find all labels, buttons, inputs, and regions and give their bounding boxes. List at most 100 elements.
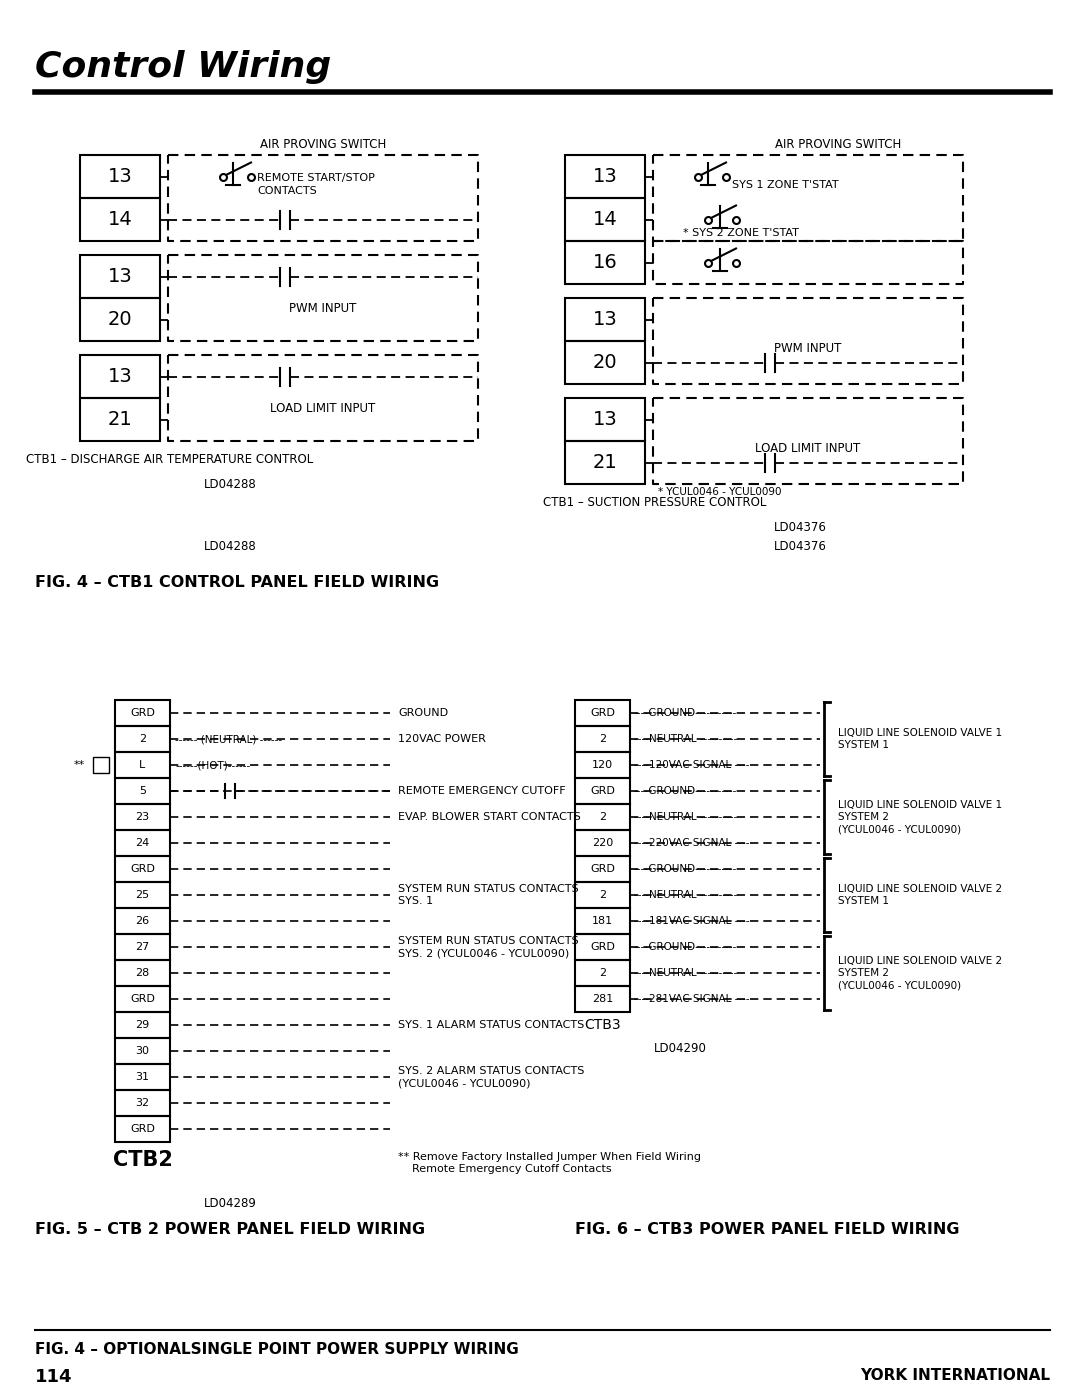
Text: ----181VAC SIGNAL ----: ----181VAC SIGNAL ---- (634, 916, 750, 926)
Text: (YCUL0046 - YCUL0090): (YCUL0046 - YCUL0090) (399, 1078, 530, 1088)
Text: ** Remove Factory Installed Jumper When Field Wiring
    Remote Emergency Cutoff: ** Remove Factory Installed Jumper When … (399, 1153, 701, 1173)
Text: 281: 281 (592, 995, 613, 1004)
Text: CONTACTS: CONTACTS (257, 186, 316, 196)
Text: SYSTEM RUN STATUS CONTACTS: SYSTEM RUN STATUS CONTACTS (399, 936, 579, 946)
Text: 26: 26 (135, 916, 149, 926)
Text: 32: 32 (135, 1098, 149, 1108)
Text: * SYS 2 ZONE T'STAT: * SYS 2 ZONE T'STAT (683, 228, 799, 237)
Text: LD04290: LD04290 (653, 1042, 706, 1055)
Text: LIQUID LINE SOLENOID VALVE 1: LIQUID LINE SOLENOID VALVE 1 (838, 800, 1002, 810)
Text: AIR PROVING SWITCH: AIR PROVING SWITCH (774, 138, 901, 151)
Text: GRD: GRD (590, 787, 615, 796)
Text: GRD: GRD (130, 708, 154, 718)
Text: 30: 30 (135, 1046, 149, 1056)
Text: ----NEUTRAL ----------: ----NEUTRAL ---------- (634, 733, 738, 745)
Text: **: ** (73, 760, 85, 770)
Text: 2: 2 (599, 733, 606, 745)
Text: ----NEUTRAL ----------: ----NEUTRAL ---------- (634, 968, 738, 978)
Text: LD04288: LD04288 (204, 541, 256, 553)
Text: SYSTEM 2: SYSTEM 2 (838, 812, 889, 821)
Text: AIR PROVING SWITCH: AIR PROVING SWITCH (260, 138, 387, 151)
Text: FIG. 4 – CTB1 CONTROL PANEL FIELD WIRING: FIG. 4 – CTB1 CONTROL PANEL FIELD WIRING (35, 576, 440, 590)
Text: (YCUL0046 - YCUL0090): (YCUL0046 - YCUL0090) (838, 824, 961, 834)
Text: LD04376: LD04376 (773, 541, 826, 553)
Text: ----120VAC SIGNAL ----: ----120VAC SIGNAL ---- (634, 760, 750, 770)
Text: L: L (139, 760, 146, 770)
Text: 120VAC POWER: 120VAC POWER (399, 733, 486, 745)
Text: REMOTE EMERGENCY CUTOFF: REMOTE EMERGENCY CUTOFF (399, 787, 566, 796)
Text: SYS. 1 ALARM STATUS CONTACTS: SYS. 1 ALARM STATUS CONTACTS (399, 1020, 584, 1030)
Text: ----GROUND-----------: ----GROUND----------- (634, 863, 738, 875)
Text: 13: 13 (593, 310, 618, 330)
Text: 23: 23 (135, 812, 149, 821)
Text: LIQUID LINE SOLENOID VALVE 2: LIQUID LINE SOLENOID VALVE 2 (838, 956, 1002, 965)
Text: 25: 25 (135, 890, 149, 900)
Text: LIQUID LINE SOLENOID VALVE 2: LIQUID LINE SOLENOID VALVE 2 (838, 884, 1002, 894)
Text: ----NEUTRAL ----------: ----NEUTRAL ---------- (634, 890, 738, 900)
Text: CTB2: CTB2 (112, 1150, 173, 1171)
Text: 2: 2 (599, 968, 606, 978)
Text: ----NEUTRAL ----------: ----NEUTRAL ---------- (634, 812, 738, 821)
Text: 181: 181 (592, 916, 613, 926)
Text: ------(HOT)------: ------(HOT)------ (175, 760, 251, 770)
Text: SYS. 2 ALARM STATUS CONTACTS: SYS. 2 ALARM STATUS CONTACTS (399, 1066, 584, 1076)
Text: ----220VAC SIGNAL ----: ----220VAC SIGNAL ---- (634, 838, 750, 848)
Text: 29: 29 (135, 1020, 150, 1030)
Text: LIQUID LINE SOLENOID VALVE 1: LIQUID LINE SOLENOID VALVE 1 (838, 728, 1002, 738)
Text: ----281VAC SIGNAL ----: ----281VAC SIGNAL ---- (634, 995, 750, 1004)
Text: GRD: GRD (590, 708, 615, 718)
Text: 5: 5 (139, 787, 146, 796)
Text: 120: 120 (592, 760, 613, 770)
Text: GRD: GRD (130, 863, 154, 875)
Text: 13: 13 (108, 267, 133, 286)
Text: 24: 24 (135, 838, 150, 848)
Text: 14: 14 (593, 210, 618, 229)
Text: ------ (NEUTRAL) ------: ------ (NEUTRAL) ------ (175, 733, 282, 745)
Text: 21: 21 (108, 409, 133, 429)
Text: REMOTE START/STOP: REMOTE START/STOP (257, 173, 375, 183)
Text: SYSTEM 1: SYSTEM 1 (838, 895, 889, 907)
Text: 114: 114 (35, 1368, 72, 1386)
Text: LD04376: LD04376 (773, 521, 826, 534)
Text: 31: 31 (135, 1071, 149, 1083)
Text: 21: 21 (593, 453, 618, 472)
Text: 13: 13 (108, 168, 133, 186)
Text: PWM INPUT: PWM INPUT (774, 342, 841, 355)
Text: ----GROUND-----------: ----GROUND----------- (634, 708, 738, 718)
Text: 16: 16 (593, 253, 618, 272)
Text: SYSTEM 2: SYSTEM 2 (838, 968, 889, 978)
Text: LOAD LIMIT INPUT: LOAD LIMIT INPUT (270, 401, 376, 415)
Text: GROUND: GROUND (399, 708, 448, 718)
Text: 14: 14 (108, 210, 133, 229)
Text: 2: 2 (599, 890, 606, 900)
Text: FIG. 6 – CTB3 POWER PANEL FIELD WIRING: FIG. 6 – CTB3 POWER PANEL FIELD WIRING (575, 1222, 959, 1236)
Text: 28: 28 (135, 968, 150, 978)
Text: LOAD LIMIT INPUT: LOAD LIMIT INPUT (755, 443, 861, 455)
Text: SYS 1 ZONE T'STAT: SYS 1 ZONE T'STAT (732, 179, 839, 190)
Text: SYSTEM 1: SYSTEM 1 (838, 740, 889, 750)
Text: 13: 13 (593, 409, 618, 429)
Text: * YCUL0046 - YCUL0090: * YCUL0046 - YCUL0090 (658, 488, 782, 497)
Text: PWM INPUT: PWM INPUT (289, 302, 356, 314)
Text: GRD: GRD (590, 942, 615, 951)
Text: GRD: GRD (130, 1125, 154, 1134)
Text: LD04289: LD04289 (203, 1197, 256, 1210)
Text: EVAP. BLOWER START CONTACTS: EVAP. BLOWER START CONTACTS (399, 812, 581, 821)
Text: 13: 13 (593, 168, 618, 186)
Text: CTB1 – DISCHARGE AIR TEMPERATURE CONTROL: CTB1 – DISCHARGE AIR TEMPERATURE CONTROL (26, 453, 313, 467)
Text: CTB1 – SUCTION PRESSURE CONTROL: CTB1 – SUCTION PRESSURE CONTROL (543, 496, 767, 509)
Text: SYS. 2 (YCUL0046 - YCUL0090): SYS. 2 (YCUL0046 - YCUL0090) (399, 949, 569, 958)
Text: ----GROUND-----------: ----GROUND----------- (634, 942, 738, 951)
Text: YORK INTERNATIONAL: YORK INTERNATIONAL (860, 1368, 1050, 1383)
Text: 20: 20 (593, 353, 618, 372)
Text: FIG. 4 – OPTIONALSINGLE POINT POWER SUPPLY WIRING: FIG. 4 – OPTIONALSINGLE POINT POWER SUPP… (35, 1343, 518, 1356)
Text: 13: 13 (108, 367, 133, 386)
Text: 27: 27 (135, 942, 150, 951)
Text: 20: 20 (108, 310, 133, 330)
Text: (YCUL0046 - YCUL0090): (YCUL0046 - YCUL0090) (838, 981, 961, 990)
Text: 2: 2 (599, 812, 606, 821)
Text: Control Wiring: Control Wiring (35, 50, 332, 84)
Text: CTB3: CTB3 (584, 1018, 621, 1032)
Text: ----GROUND-----------: ----GROUND----------- (634, 787, 738, 796)
Text: 2: 2 (139, 733, 146, 745)
